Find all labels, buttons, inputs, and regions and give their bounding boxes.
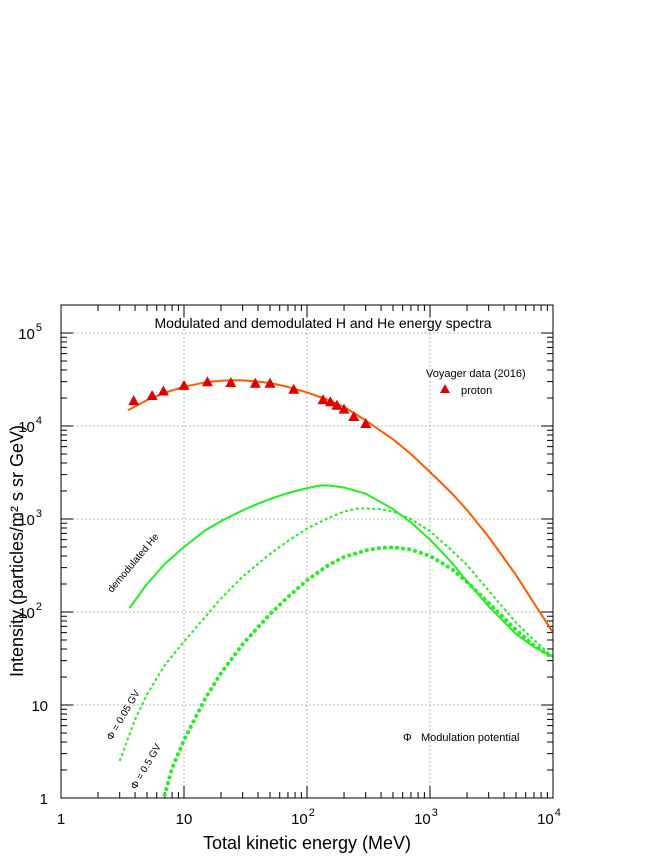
series-line-1 bbox=[127, 379, 553, 634]
legend-proton-label: proton bbox=[461, 385, 492, 397]
phi-note-text: Modulation potential bbox=[421, 732, 519, 744]
legend-title: Voyager data (2016) bbox=[426, 368, 526, 380]
data-series bbox=[118, 376, 553, 798]
x-axis-label: Total kinetic energy (MeV) bbox=[203, 833, 411, 853]
proton-data-point bbox=[331, 399, 343, 410]
proton-data-point bbox=[338, 403, 350, 414]
series-line-4 bbox=[161, 545, 553, 798]
proton-data-point bbox=[225, 377, 237, 387]
proton-data-point bbox=[146, 390, 158, 400]
phi-symbol: Φ bbox=[403, 732, 412, 744]
y-tick-label: 105 bbox=[18, 322, 42, 343]
y-tick-label: 10 bbox=[31, 698, 48, 715]
plot-frame bbox=[60, 304, 554, 799]
y-tick-label: 103 bbox=[18, 508, 42, 529]
y-axis-label: Intensity (particles/m² s sr GeV) bbox=[7, 425, 27, 677]
proton-data-point bbox=[264, 377, 276, 388]
x-tick-label: 102 bbox=[291, 807, 315, 828]
proton-data-point bbox=[360, 418, 372, 428]
y-tick-label: 1 bbox=[40, 791, 48, 808]
y-tick-label: 104 bbox=[18, 415, 42, 436]
proton-data-point bbox=[178, 379, 190, 390]
x-tick-label: 1 bbox=[57, 811, 65, 828]
x-tick-labels: 1 10 102 103 104 bbox=[57, 807, 561, 828]
proton-data-point bbox=[324, 396, 336, 407]
proton-data-point bbox=[348, 411, 360, 421]
proton-data-point bbox=[317, 394, 329, 405]
proton-data-point bbox=[157, 385, 169, 396]
proton-data-point bbox=[249, 377, 261, 388]
proton-data-point bbox=[201, 376, 213, 387]
proton-data-point bbox=[128, 395, 140, 406]
y-tick-label: 102 bbox=[18, 601, 42, 622]
x-tick-label: 104 bbox=[537, 807, 561, 828]
chart-title: Modulated and demodulated H and He energ… bbox=[155, 315, 492, 331]
y-tick-labels: 1 10 102 103 104 105 bbox=[18, 322, 48, 808]
x-tick-label: 10 bbox=[176, 811, 193, 828]
legend-proton-marker bbox=[440, 384, 450, 393]
x-tick-label: 103 bbox=[414, 807, 438, 828]
proton-data-point bbox=[288, 383, 300, 394]
